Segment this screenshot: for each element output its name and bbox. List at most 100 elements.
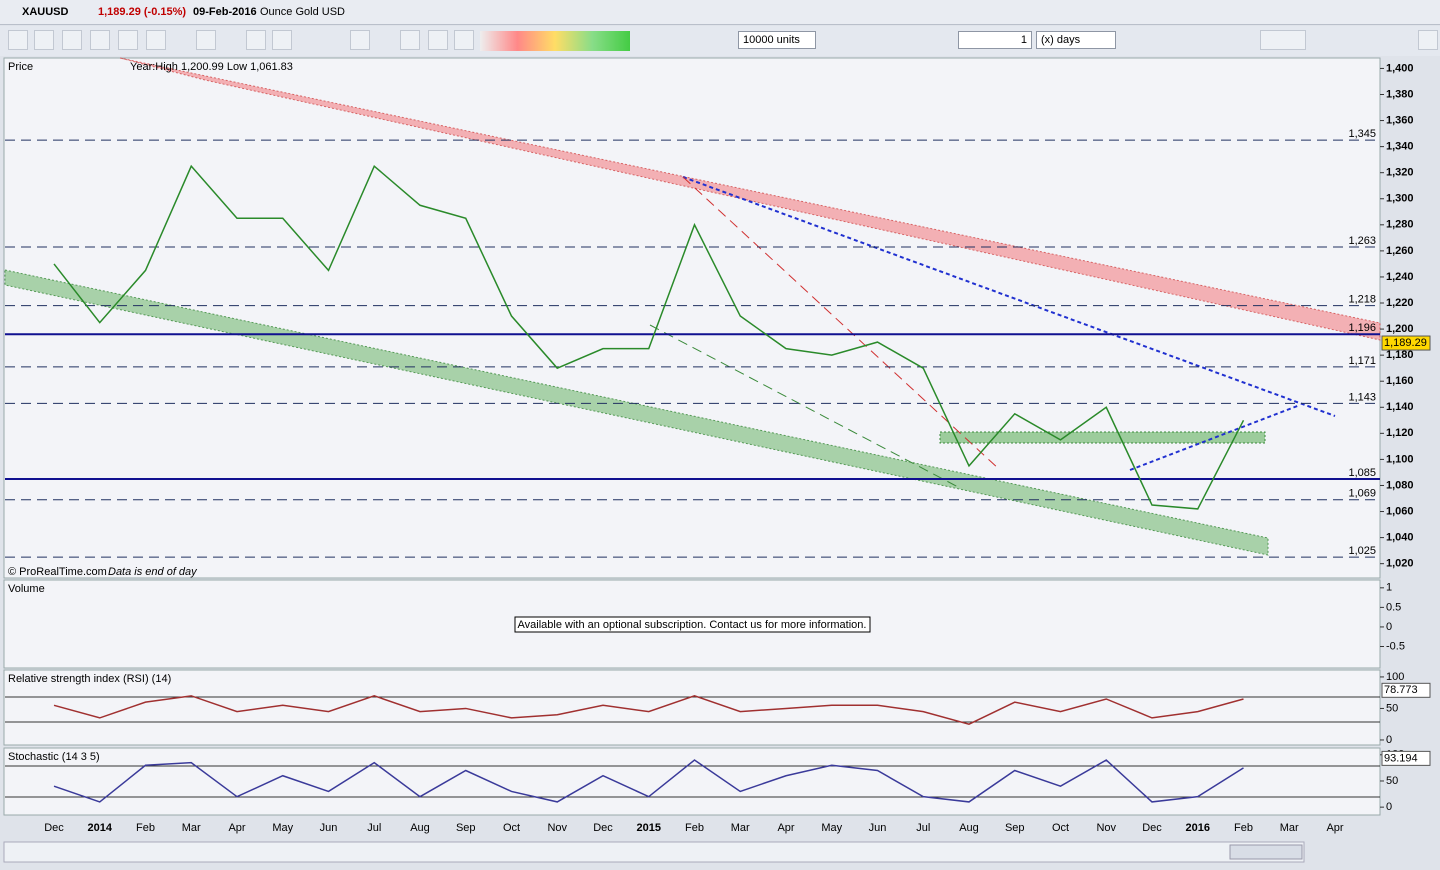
- last-value-label: 78.773: [1384, 684, 1418, 696]
- y-tick-label: 1,240: [1386, 271, 1414, 283]
- percent-tool[interactable]: [272, 30, 292, 50]
- line-tool[interactable]: [62, 30, 82, 50]
- level-label: 1,345: [1348, 128, 1376, 140]
- sync-button[interactable]: [1418, 30, 1438, 50]
- message: Available with an optional subscription.…: [518, 619, 867, 631]
- y-tick-label: 1,060: [1386, 505, 1414, 517]
- indicators-button[interactable]: [1260, 30, 1306, 50]
- fibonacci-tool[interactable]: [246, 30, 266, 50]
- subtitle: Year:High 1,200.99 Low 1,061.83: [130, 61, 293, 73]
- level-label: 1,218: [1348, 294, 1376, 306]
- y-tick-label: 1,360: [1386, 114, 1414, 126]
- line-tool[interactable]: [146, 30, 166, 50]
- y-tick-label: 1: [1386, 582, 1392, 594]
- panel-title: Stochastic (14 3 5): [8, 751, 100, 763]
- last-value-box: [1381, 750, 1431, 766]
- y-tick-label: 1,140: [1386, 401, 1414, 413]
- y-tick-label: 1,380: [1386, 88, 1414, 100]
- panel-title: Volume: [8, 583, 45, 595]
- buy-arrow[interactable]: [350, 30, 370, 50]
- trend-line: [1129, 404, 1301, 471]
- y-tick-label: 1,120: [1386, 427, 1414, 439]
- level-label: 1,085: [1348, 467, 1376, 479]
- trend-line: [682, 176, 1001, 471]
- quantity-select[interactable]: 10000 units: [738, 31, 816, 49]
- panel-title: Price: [8, 61, 33, 73]
- ruler-tool[interactable]: [34, 30, 54, 50]
- scroll-thumb[interactable]: [1229, 844, 1303, 860]
- line-tool[interactable]: [90, 30, 110, 50]
- cursor-tool[interactable]: [8, 30, 28, 50]
- y-tick-label: 1,080: [1386, 479, 1414, 491]
- rsi-panel: [3, 669, 1381, 746]
- description: Ounce Gold USD: [260, 6, 345, 18]
- x-tick-label: Mar: [182, 822, 201, 834]
- series-line: [53, 164, 1245, 510]
- x-tick-label: Feb: [685, 822, 704, 834]
- symbol[interactable]: XAUUSD: [22, 6, 69, 18]
- x-tick-label: May: [272, 822, 293, 834]
- y-tick-label: 1,320: [1386, 167, 1414, 179]
- y-tick-label: 0: [1386, 621, 1392, 633]
- series-line: [53, 695, 1244, 725]
- message-box: [514, 616, 871, 633]
- annotation: © ProRealTime.com: [8, 566, 107, 578]
- rectangle-tool[interactable]: [400, 30, 420, 50]
- period-value[interactable]: 1: [958, 31, 1032, 49]
- last-value-label: 93.194: [1384, 752, 1418, 764]
- last-value-box: [1381, 335, 1431, 351]
- y-tick-label: -0.5: [1386, 640, 1405, 652]
- period-unit[interactable]: (x) days: [1036, 31, 1116, 49]
- x-tick-label: Oct: [503, 822, 520, 834]
- x-tick-label: Jul: [367, 822, 381, 834]
- x-tick-label: Mar: [1280, 822, 1299, 834]
- x-tick-label: Sep: [456, 822, 476, 834]
- line-tool[interactable]: [118, 30, 138, 50]
- x-tick-label: 2016: [1186, 822, 1210, 834]
- series-line: [53, 759, 1244, 803]
- y-tick-label: 1,020: [1386, 558, 1414, 570]
- x-tick-label: Mar: [731, 822, 750, 834]
- x-tick-label: Nov: [547, 822, 567, 834]
- x-tick-label: Jun: [869, 822, 887, 834]
- title-bar: XAUUSD 1,189.29 (-0.15%) 09-Feb-2016 Oun…: [0, 0, 1440, 25]
- y-tick-label: 0.5: [1386, 601, 1401, 613]
- y-tick-label: 1,160: [1386, 375, 1414, 387]
- y-tick-label: 1,040: [1386, 532, 1414, 544]
- trend-line: [682, 176, 1336, 417]
- x-tick-label: Feb: [1234, 822, 1253, 834]
- y-tick-label: 1,400: [1386, 62, 1414, 74]
- scrollbar[interactable]: [3, 841, 1305, 863]
- y-tick-label: 1,280: [1386, 219, 1414, 231]
- y-tick-label: 1,180: [1386, 349, 1414, 361]
- color-palette[interactable]: [480, 31, 630, 51]
- triangle-tool[interactable]: [454, 30, 474, 50]
- y-tick-label: 1,340: [1386, 141, 1414, 153]
- shape-tool[interactable]: [428, 30, 448, 50]
- level-label: 1,196: [1348, 322, 1376, 334]
- last-value-box: [1381, 682, 1431, 698]
- y-tick-label: 1,300: [1386, 193, 1414, 205]
- y-tick-label: 50: [1386, 702, 1398, 714]
- x-tick-label: Jul: [916, 822, 930, 834]
- quote: 1,189.29 (-0.15%): [98, 6, 187, 18]
- annotation: Data is end of day: [108, 566, 198, 578]
- x-tick-label: 2014: [88, 822, 113, 834]
- level-label: 1,171: [1348, 355, 1376, 367]
- trend-line: [649, 324, 961, 489]
- x-tick-label: Dec: [1142, 822, 1162, 834]
- channel-tool[interactable]: [196, 30, 216, 50]
- last-value-label: 1,189.29: [1384, 337, 1427, 349]
- x-tick-label: Jun: [320, 822, 338, 834]
- x-tick-label: Dec: [44, 822, 64, 834]
- y-tick-label: 50: [1386, 775, 1398, 787]
- x-tick-label: May: [821, 822, 842, 834]
- y-tick-label: 100: [1386, 671, 1404, 683]
- x-tick-label: Nov: [1096, 822, 1116, 834]
- panel-title: Relative strength index (RSI) (14): [8, 673, 171, 685]
- y-tick-label: 0: [1386, 801, 1392, 813]
- date: 09-Feb-2016: [193, 6, 257, 18]
- x-tick-label: Sep: [1005, 822, 1025, 834]
